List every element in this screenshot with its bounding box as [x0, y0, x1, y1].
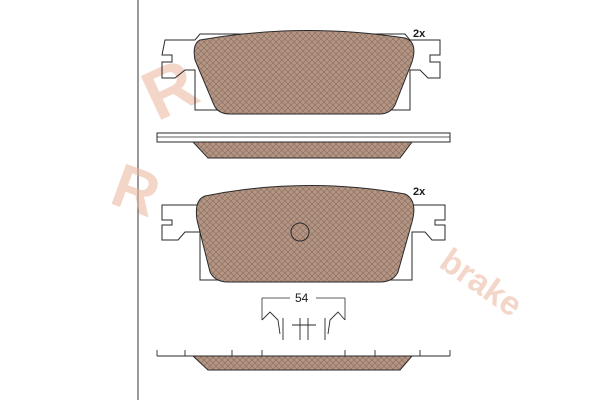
top-side-backing	[156, 132, 451, 143]
bottom-pad: 2x	[161, 184, 446, 283]
top-side-friction	[191, 141, 413, 159]
wear-sensor-clip	[261, 311, 346, 340]
svg-text:brake: brake	[433, 241, 529, 324]
top-pad: 2x	[161, 28, 441, 115]
svg-text:R: R	[103, 151, 169, 231]
dimension-annotation: 54	[261, 290, 346, 340]
bottom-side-friction	[191, 355, 414, 371]
dimension-value: 54	[295, 291, 309, 305]
top-pad-friction-material	[193, 29, 415, 115]
top-quantity-label: 2x	[413, 28, 426, 40]
top-pad-side-view	[156, 132, 451, 159]
bottom-quantity-label: 2x	[413, 186, 426, 198]
bottom-pad-side-view	[156, 350, 451, 371]
top-pad-backing-plate	[161, 33, 441, 111]
bottom-pad-friction-material	[195, 184, 415, 283]
bottom-side-notches	[156, 350, 451, 356]
wear-indicator-hole	[290, 222, 310, 242]
